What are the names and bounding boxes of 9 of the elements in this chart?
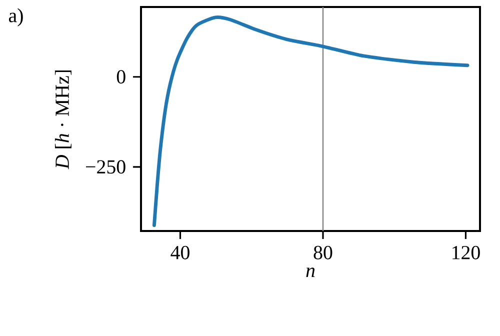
x-tick-label: 120: [452, 246, 480, 260]
line-series: [152, 16, 470, 227]
x-axis-title: n: [306, 268, 315, 277]
x-tick-label: 80: [314, 246, 332, 260]
y-tick-label: 0: [116, 70, 126, 84]
x-tick-label: 40: [170, 246, 190, 260]
y-axis-title: D [h · MHz]: [54, 70, 72, 170]
y-tick-label: −250: [86, 160, 126, 174]
text: a): [8, 8, 23, 26]
